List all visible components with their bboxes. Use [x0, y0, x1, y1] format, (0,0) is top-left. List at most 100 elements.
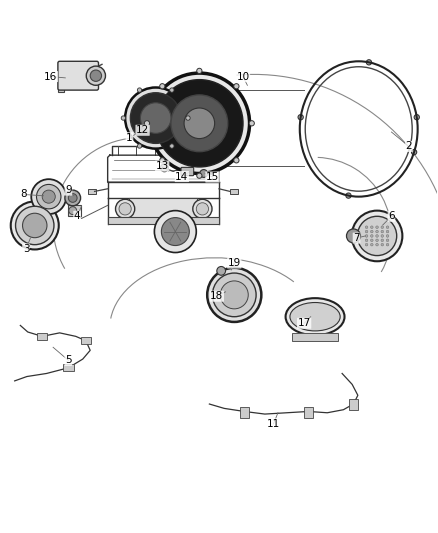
Circle shape [365, 239, 368, 241]
Circle shape [170, 144, 174, 148]
Bar [230, 189, 238, 195]
Circle shape [200, 169, 208, 177]
Circle shape [376, 235, 378, 237]
Text: 16: 16 [44, 71, 57, 82]
Circle shape [365, 226, 368, 229]
Circle shape [365, 230, 368, 233]
Circle shape [386, 226, 389, 229]
Circle shape [386, 239, 389, 241]
Bar [58, 62, 64, 92]
Text: 9: 9 [65, 185, 72, 195]
Text: 10: 10 [237, 71, 250, 82]
Circle shape [371, 244, 373, 246]
Circle shape [365, 235, 368, 237]
Text: 7: 7 [353, 233, 360, 243]
Circle shape [171, 95, 228, 152]
Text: 1: 1 [126, 133, 133, 143]
Bar [240, 407, 249, 417]
Circle shape [184, 108, 215, 139]
Text: 19: 19 [228, 258, 241, 268]
Circle shape [138, 144, 142, 148]
Circle shape [386, 230, 389, 233]
Text: 2: 2 [406, 141, 412, 151]
Circle shape [234, 84, 239, 89]
Circle shape [371, 226, 373, 229]
Circle shape [298, 115, 303, 120]
Circle shape [381, 239, 384, 241]
Circle shape [36, 184, 61, 209]
Circle shape [125, 87, 186, 149]
Circle shape [155, 79, 243, 167]
Circle shape [170, 88, 174, 92]
Circle shape [371, 239, 373, 241]
Text: 6: 6 [388, 211, 395, 221]
Circle shape [11, 201, 59, 249]
Ellipse shape [286, 298, 345, 335]
Circle shape [381, 230, 384, 233]
Text: 12: 12 [136, 125, 149, 135]
Text: 13: 13 [155, 161, 169, 171]
Circle shape [381, 226, 384, 229]
Circle shape [119, 203, 131, 215]
Circle shape [376, 239, 378, 241]
Circle shape [249, 120, 254, 126]
Bar [37, 333, 47, 340]
Circle shape [131, 93, 181, 143]
Circle shape [381, 244, 384, 246]
Circle shape [217, 266, 226, 275]
Text: 15: 15 [206, 172, 219, 182]
Circle shape [22, 213, 47, 238]
Circle shape [116, 199, 135, 219]
Ellipse shape [290, 303, 340, 331]
Circle shape [154, 211, 196, 253]
Circle shape [365, 244, 368, 246]
Circle shape [160, 164, 168, 172]
Text: 18: 18 [210, 291, 223, 301]
Circle shape [145, 120, 150, 126]
Bar [108, 217, 219, 224]
Circle shape [121, 116, 126, 120]
Circle shape [346, 229, 360, 243]
Circle shape [366, 60, 371, 65]
Bar [304, 407, 313, 417]
Circle shape [15, 206, 54, 245]
Circle shape [376, 244, 378, 246]
Circle shape [186, 116, 190, 120]
Bar [292, 333, 338, 341]
Circle shape [357, 216, 397, 256]
Bar [88, 189, 96, 195]
Circle shape [371, 230, 373, 233]
Text: 17: 17 [297, 318, 311, 328]
Circle shape [386, 235, 389, 237]
Circle shape [411, 149, 417, 155]
Text: 11: 11 [267, 419, 280, 429]
Circle shape [352, 211, 403, 261]
Circle shape [149, 73, 250, 174]
Circle shape [90, 70, 102, 82]
Circle shape [160, 84, 165, 89]
Circle shape [197, 173, 202, 179]
Circle shape [207, 268, 261, 322]
Circle shape [386, 244, 389, 246]
Circle shape [138, 88, 142, 92]
Text: 5: 5 [65, 356, 72, 365]
Circle shape [69, 207, 77, 215]
Circle shape [376, 226, 378, 229]
Circle shape [141, 103, 171, 133]
Bar [81, 337, 91, 344]
Circle shape [160, 158, 165, 163]
Circle shape [414, 115, 419, 120]
Circle shape [42, 190, 55, 203]
Circle shape [161, 217, 189, 246]
Bar [68, 205, 81, 216]
Text: 14: 14 [175, 172, 188, 182]
Text: 3: 3 [23, 244, 29, 254]
FancyBboxPatch shape [181, 167, 194, 176]
Circle shape [212, 273, 256, 317]
Circle shape [381, 235, 384, 237]
FancyBboxPatch shape [58, 61, 99, 90]
Circle shape [346, 193, 351, 198]
Circle shape [376, 230, 378, 233]
Bar [349, 399, 358, 410]
Circle shape [65, 190, 81, 206]
